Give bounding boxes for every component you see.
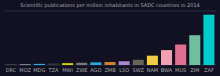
bar — [20, 64, 31, 65]
bar — [34, 64, 45, 65]
bar — [62, 63, 73, 65]
bar — [147, 56, 158, 65]
x-tick-label: MDG — [33, 67, 45, 73]
x-tick-label: SWZ — [132, 67, 144, 73]
bar — [161, 50, 172, 65]
x-tick-label: BWA — [161, 67, 173, 73]
x-tick-label: LSO — [119, 67, 129, 73]
background — [0, 0, 220, 76]
x-tick-label: NAM — [147, 67, 158, 73]
bar — [133, 60, 144, 65]
title: Scientific publications per million inha… — [20, 2, 200, 9]
x-tick-label: MWI — [62, 67, 73, 73]
bar — [90, 62, 101, 65]
bar — [175, 45, 186, 65]
x-tick-label: ZAF — [204, 67, 214, 73]
bar — [203, 15, 214, 65]
chart: Scientific publications per million inha… — [0, 0, 220, 76]
x-tick-label: MOZ — [19, 67, 31, 73]
bar — [189, 35, 200, 65]
bar — [104, 62, 115, 65]
bar — [6, 64, 17, 65]
x-tick-label: ZMB — [104, 67, 116, 73]
bar — [119, 61, 130, 65]
x-tick-label: DRC — [6, 67, 17, 73]
x-tick-label: ZIM — [190, 67, 199, 73]
bar — [48, 64, 59, 65]
x-tick-label: ZWE — [76, 67, 88, 73]
bars — [6, 15, 215, 65]
x-tick-label: MUS — [175, 67, 186, 73]
x-tick-label: TZA — [48, 67, 59, 73]
x-tick-label: AGO — [90, 67, 101, 73]
bar — [76, 63, 87, 65]
top-line — [4, 11, 216, 12]
